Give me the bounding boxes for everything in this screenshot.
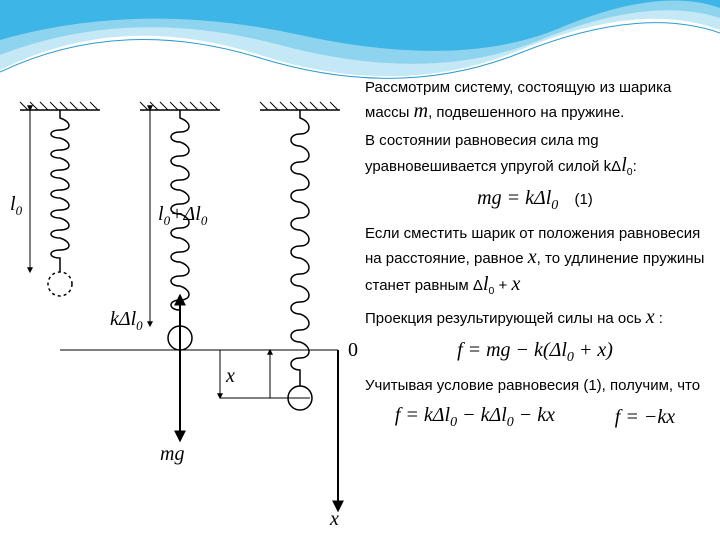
label-x1: x <box>225 365 235 387</box>
label-kdl0: kΔl0 <box>110 308 143 333</box>
paragraph-projection: Проекция результирующей силы на ось x : <box>365 304 705 331</box>
equation-1: mg = kΔl0 (1) <box>365 185 705 216</box>
label-zero: 0 <box>348 339 358 361</box>
paragraph-considering: Учитывая условие равновесия (1), получим… <box>365 376 705 396</box>
label-mg: mg <box>160 443 184 465</box>
paragraph-equilibrium: В состоянии равновесия сила mg уравновеш… <box>365 131 705 178</box>
paragraph-displacement: Если сместить шарик от положения равнове… <box>365 224 705 298</box>
paragraph-intro: Рассмотрим систему, состоящую из шарика … <box>365 78 705 125</box>
spring-diagram: l0 l0+Δl0 kΔl0 x mg 0 x <box>10 100 360 530</box>
label-x-axis: x <box>329 508 339 530</box>
label-l0: l0 <box>10 193 23 218</box>
equation-3-4: f = kΔl0 − kΔl0 − kx f = −kx <box>365 402 705 433</box>
equation-2: f = mg − k(Δl0 + x) <box>365 337 705 368</box>
label-l0-plus-dl0: l0+Δl0 <box>158 203 208 228</box>
text-content: Рассмотрим систему, состоящую из шарика … <box>365 78 705 433</box>
